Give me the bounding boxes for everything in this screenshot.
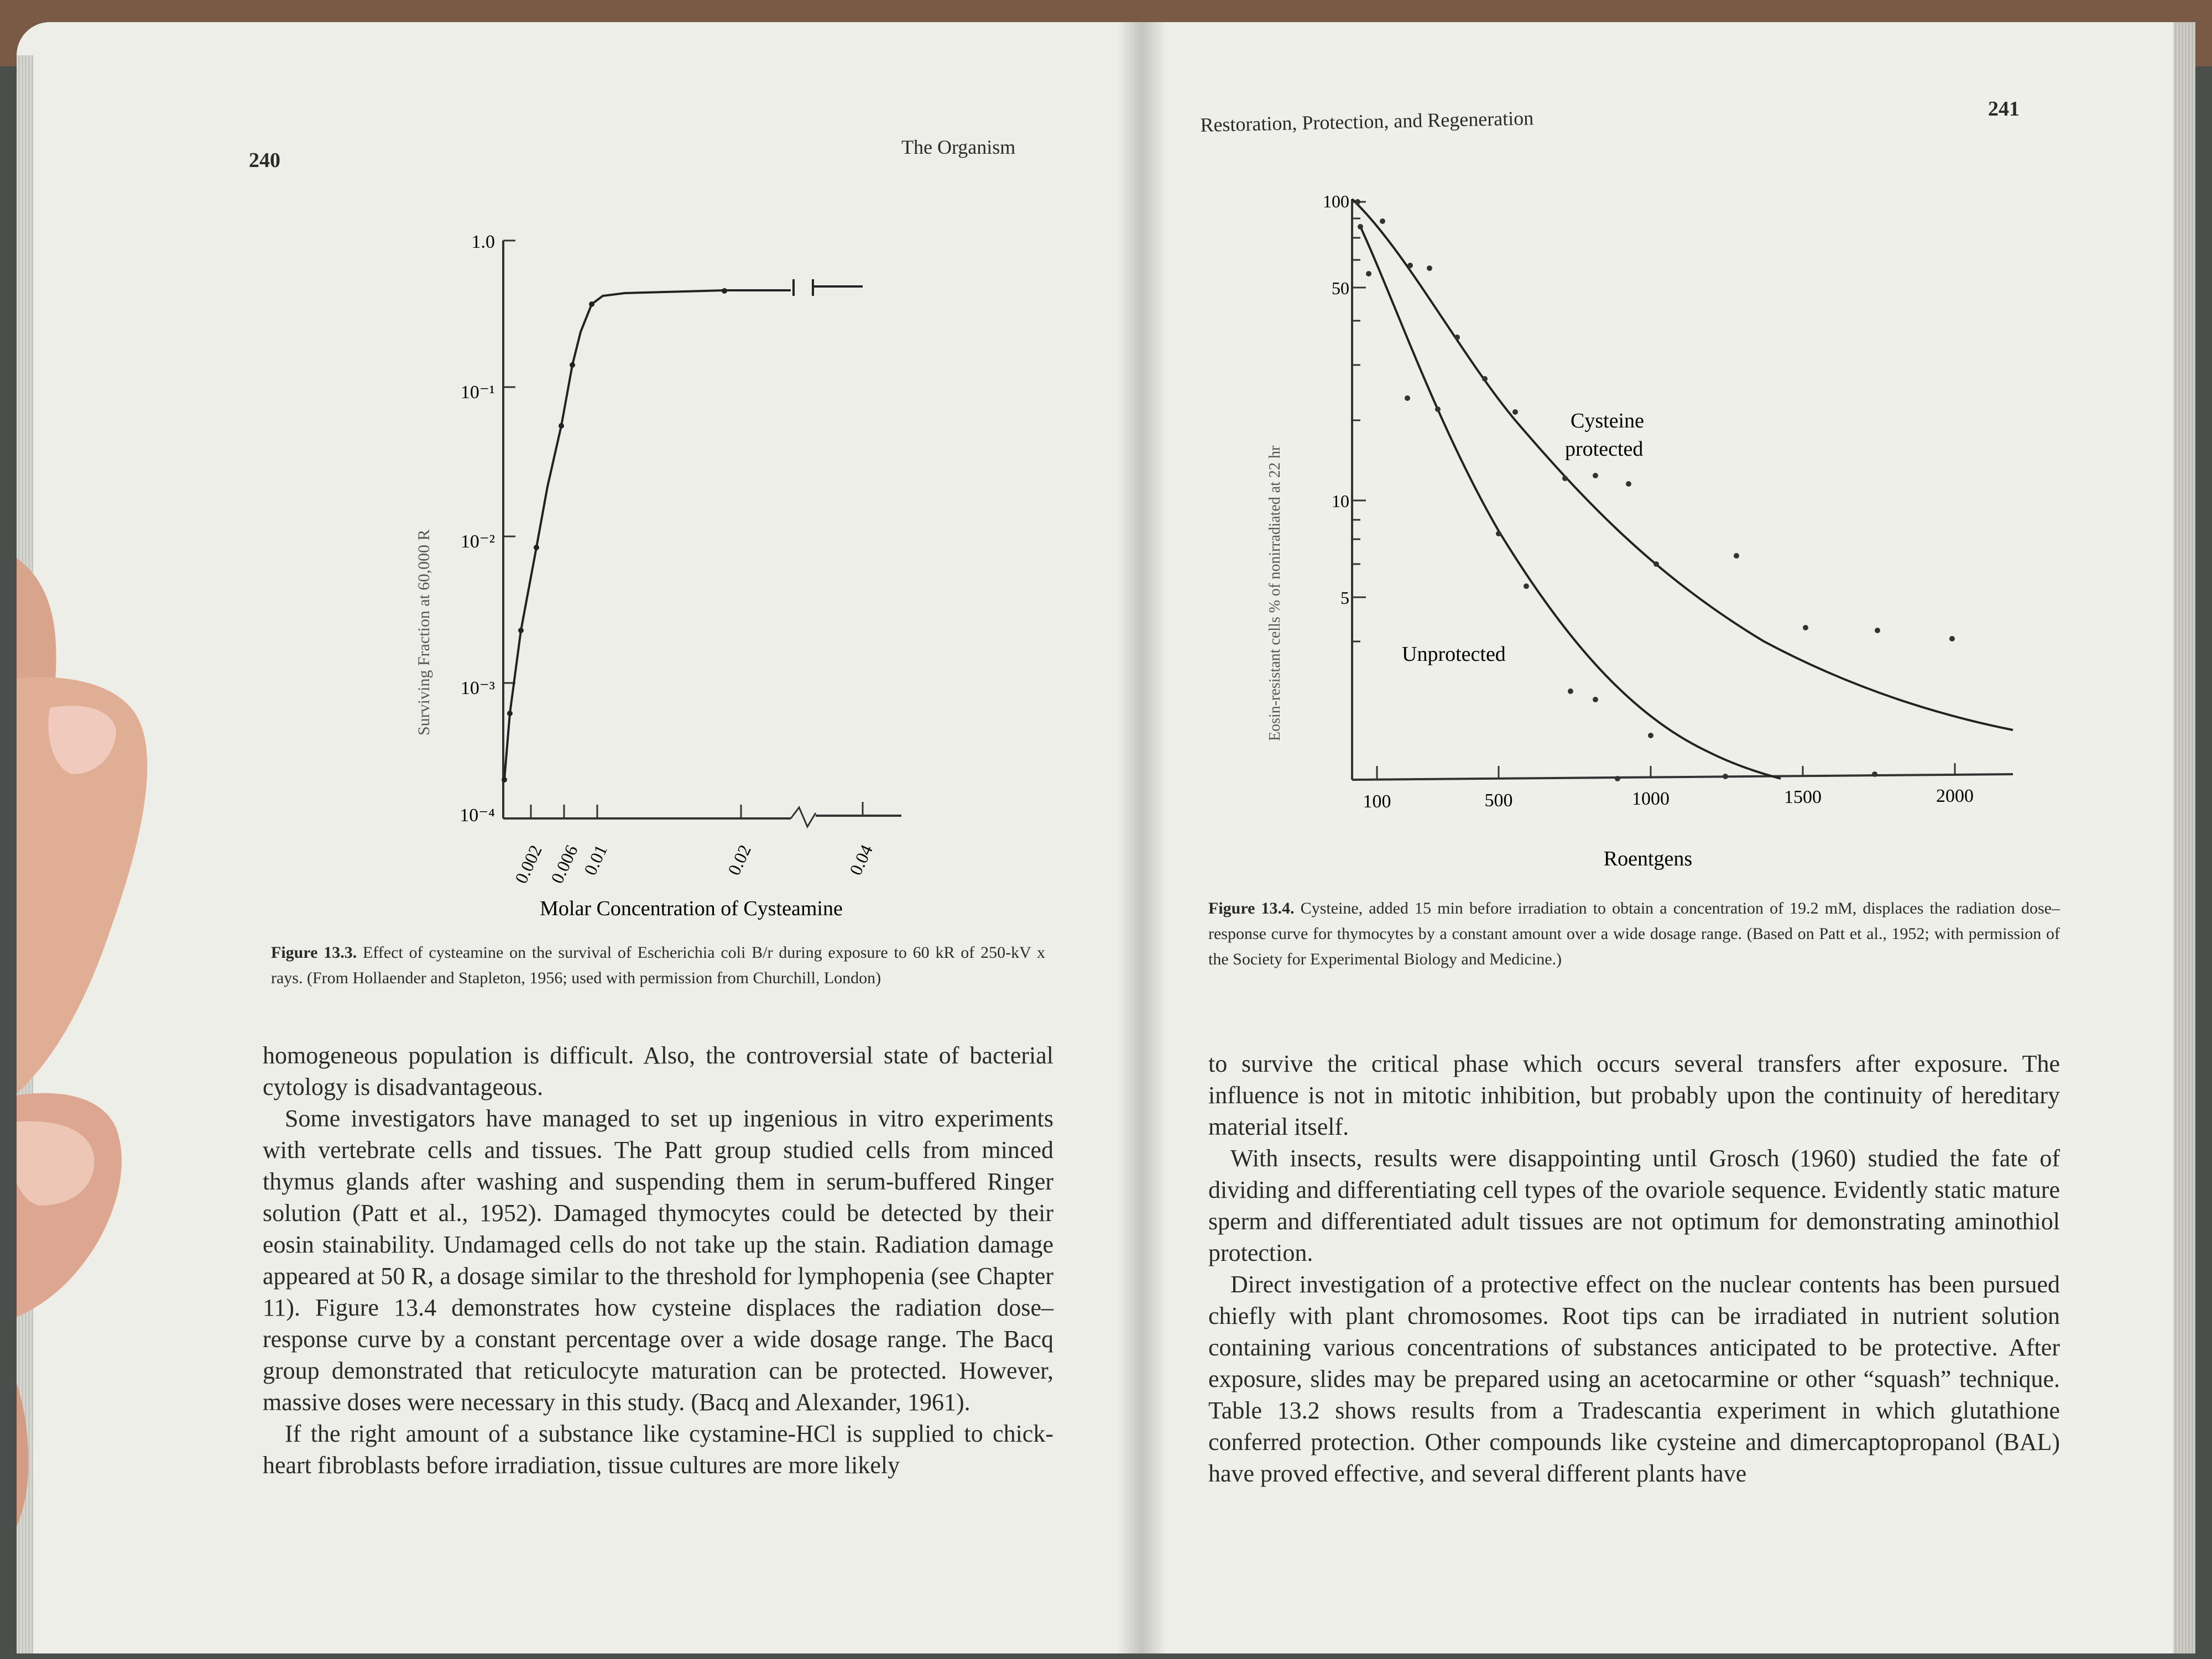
unprotected-curve <box>1359 226 1781 780</box>
x-tick-label: 0.01 <box>580 842 611 878</box>
right-page: Restoration, Protection, and Regeneratio… <box>1139 22 2195 1653</box>
y-tick-label: 10⁻⁴ <box>460 805 495 826</box>
data-point <box>1366 271 1371 276</box>
y-axis-label: Surviving Fraction at 60,000 R <box>415 529 433 735</box>
y-tick-label: 100 <box>1323 191 1349 211</box>
y-tick-label: 10 <box>1332 491 1349 511</box>
y-ticks <box>1352 201 1366 643</box>
data-point <box>1949 636 1955 641</box>
data-point <box>502 777 507 782</box>
data-point <box>1723 774 1728 779</box>
x-tick-label: 100 <box>1363 791 1391 812</box>
paragraph: If the right amount of a substance like … <box>263 1420 1053 1479</box>
data-point <box>1524 583 1529 589</box>
curve-label-unprotected: Unprotected <box>1402 643 1506 666</box>
x-tick-label: 0.006 <box>547 842 582 886</box>
data-point <box>722 288 727 294</box>
x-axis-label: Roentgens <box>1604 847 1692 870</box>
data-point <box>1562 476 1568 481</box>
data-point <box>1653 561 1659 567</box>
data-point <box>1482 376 1488 382</box>
right-body-text: to survive the critical phase which occu… <box>1208 1048 2060 1489</box>
x-tick-label: 0.02 <box>724 842 755 878</box>
y-axis-label: Eosin-resistant cells % of nonirradiated… <box>1266 445 1284 741</box>
x-tick-label: 1500 <box>1784 787 1822 807</box>
left-page: 240 The Organism 1.0 10⁻¹ 10⁻² 10⁻³ 10⁻⁴… <box>17 22 1139 1653</box>
page-number-left: 240 <box>249 149 280 172</box>
data-point <box>1872 771 1877 777</box>
x-axis-line <box>1352 773 2013 781</box>
data-point <box>1568 688 1573 694</box>
y-tick-label: 1.0 <box>472 232 495 252</box>
y-tick-label: 10⁻² <box>461 531 495 552</box>
thumb-hand <box>17 558 148 1526</box>
data-point <box>589 301 594 307</box>
x-tick-label: 1000 <box>1632 789 1670 809</box>
protected-points <box>1355 199 1955 641</box>
page-number-right: 241 <box>1988 97 2020 121</box>
open-book: 240 The Organism 1.0 10⁻¹ 10⁻² 10⁻³ 10⁻⁴… <box>17 22 2195 1653</box>
data-point <box>1875 628 1880 633</box>
paragraph: Direct investigation of a protective eff… <box>1208 1271 2060 1487</box>
paragraph: homogeneous population is difficult. Als… <box>263 1042 1053 1100</box>
x-tick-label: 0.002 <box>511 842 546 886</box>
data-point <box>1454 335 1460 340</box>
y-tick-label: 10⁻³ <box>461 678 495 698</box>
data-point <box>1734 553 1739 559</box>
caption-text: Cysteine, added 15 min before irradiatio… <box>1208 899 2060 968</box>
data-point <box>518 628 524 633</box>
data-point <box>570 362 575 368</box>
data-point <box>1435 406 1441 412</box>
figure-13-3-caption: Figure 13.3. Effect of cysteamine on the… <box>271 940 1045 991</box>
caption-text: Effect of cysteamine on the survival of … <box>271 943 1046 987</box>
data-point <box>1512 409 1518 415</box>
data-point <box>1626 481 1631 487</box>
data-point <box>1405 395 1410 401</box>
curve-label-protected: protected <box>1565 437 1643 461</box>
data-point <box>1380 218 1385 224</box>
data-point <box>559 423 564 429</box>
caption-label: Figure 13.4. <box>1208 899 1295 917</box>
page-edges-right <box>2173 22 2195 1653</box>
data-point <box>1593 697 1598 702</box>
running-head-left: The Organism <box>901 136 1016 158</box>
survival-points <box>502 288 727 782</box>
data-point <box>1496 531 1501 536</box>
x-tick-label: 500 <box>1485 790 1513 811</box>
figure-13-4-chart: 100 50 10 5 100 500 1000 1500 2000 Roent… <box>1323 191 2013 870</box>
data-point <box>1407 263 1413 268</box>
data-point <box>1648 733 1653 738</box>
running-head-right: Restoration, Protection, and Regeneratio… <box>1200 107 1534 136</box>
data-point <box>1355 199 1360 205</box>
y-tick-label: 10⁻¹ <box>461 382 495 403</box>
paragraph: Some investigators have managed to set u… <box>263 1105 1053 1416</box>
data-point <box>1358 224 1363 229</box>
paragraph: With insects, results were disappointing… <box>1208 1145 2060 1266</box>
left-body-text: homogeneous population is difficult. Als… <box>263 1040 1053 1481</box>
data-point <box>1615 776 1620 781</box>
data-point <box>1803 625 1808 630</box>
axis-break-mark <box>790 806 817 829</box>
caption-label: Figure 13.3. <box>271 943 357 962</box>
x-tick-label: 2000 <box>1936 786 1974 806</box>
book-gutter <box>1117 22 1167 1653</box>
curve-label-protected: Cysteine <box>1571 409 1644 432</box>
data-point <box>1593 473 1598 478</box>
data-point <box>534 545 539 550</box>
x-tick-label: 0.04 <box>846 842 877 878</box>
data-point <box>1427 265 1432 271</box>
unprotected-points <box>1358 224 1877 781</box>
cysteine-protected-curve <box>1351 198 2013 731</box>
survival-curve <box>503 289 791 780</box>
figure-13-3-chart: 1.0 10⁻¹ 10⁻² 10⁻³ 10⁻⁴ 0.002 0.006 0.01… <box>460 232 901 920</box>
x-axis-label: Molar Concentration of Cysteamine <box>540 897 843 920</box>
paragraph: to survive the critical phase which occu… <box>1208 1050 2060 1140</box>
figure-13-4-caption: Figure 13.4. Cysteine, added 15 min befo… <box>1208 896 2060 972</box>
data-point <box>507 711 513 716</box>
x-ticks <box>1376 763 1956 780</box>
y-tick-label: 5 <box>1340 588 1349 608</box>
y-tick-label: 50 <box>1332 278 1349 298</box>
